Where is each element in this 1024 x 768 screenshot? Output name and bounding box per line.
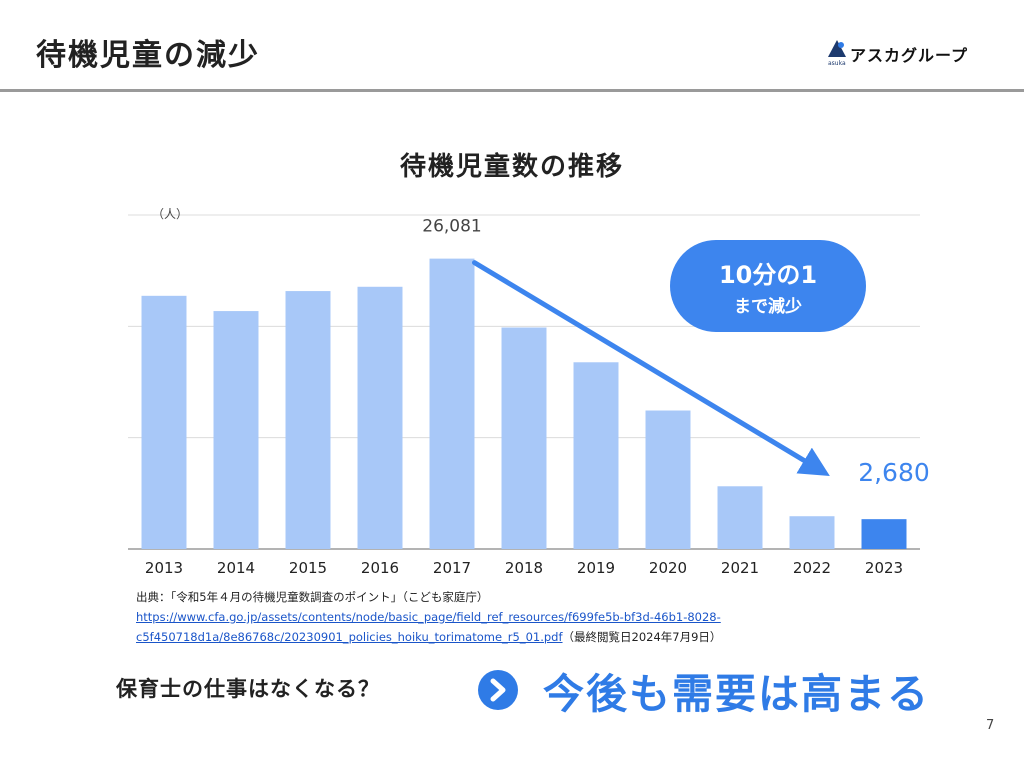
source-accessed-date: （最終閲覧日2024年7月9日） bbox=[562, 630, 722, 644]
bar-2015 bbox=[285, 291, 331, 549]
chart-title: 待機児童数の推移 bbox=[399, 152, 624, 182]
source-citation: 出典：「令和5年４月の待機児童数調査のポイント」（こども家庭庁） https:/… bbox=[136, 587, 721, 647]
trend-arrow bbox=[472, 260, 830, 476]
bar-2019 bbox=[573, 362, 619, 549]
annotation-bubble bbox=[670, 240, 866, 332]
x-tick-label-2020: 2020 bbox=[649, 559, 687, 577]
y-unit-label: （人） bbox=[152, 207, 188, 221]
bar-2021 bbox=[717, 486, 763, 549]
bar-2023 bbox=[861, 519, 907, 549]
logo-subtext: asuka bbox=[828, 60, 846, 67]
x-tick-label-2013: 2013 bbox=[145, 559, 183, 577]
annotation-line1: 10分の1 bbox=[719, 261, 817, 289]
bar-2018 bbox=[501, 327, 547, 549]
bar-2022 bbox=[789, 516, 835, 549]
bar-2017 bbox=[429, 258, 475, 549]
data-label-2023: 2,680 bbox=[858, 458, 930, 487]
x-tick-label-2022: 2022 bbox=[793, 559, 831, 577]
logo-text: アスカグループ bbox=[850, 46, 969, 65]
slide-title: 待機児童の減少 bbox=[36, 38, 260, 73]
bar-2014 bbox=[213, 311, 259, 549]
bar-2020 bbox=[645, 410, 691, 549]
header-divider bbox=[0, 89, 1024, 92]
x-tick-label-2019: 2019 bbox=[577, 559, 615, 577]
x-tick-label-2016: 2016 bbox=[361, 559, 399, 577]
page-number: 7 bbox=[986, 718, 995, 733]
chevron-right-icon bbox=[478, 670, 518, 710]
x-tick-label-2023: 2023 bbox=[865, 559, 903, 577]
x-tick-label-2018: 2018 bbox=[505, 559, 543, 577]
asuka-group-logo: アスカグループ asuka bbox=[826, 38, 969, 70]
bar-2016 bbox=[357, 286, 403, 549]
bottom-question: 保育士の仕事はなくなる？ bbox=[116, 677, 380, 701]
bottom-answer: 今後も需要は高まる bbox=[543, 670, 930, 718]
source-link-part2[interactable]: c5f450718d1a/8e86768c/20230901_policies_… bbox=[136, 630, 563, 644]
x-tick-label-2015: 2015 bbox=[289, 559, 327, 577]
data-label-2017: 26,081 bbox=[422, 217, 481, 237]
source-link-part1[interactable]: https://www.cfa.go.jp/assets/contents/no… bbox=[136, 610, 721, 624]
x-tick-label-2014: 2014 bbox=[217, 559, 255, 577]
bar-2013 bbox=[141, 295, 187, 549]
annotation-line2: まで減少 bbox=[734, 296, 802, 317]
asuka-logo-icon bbox=[828, 40, 846, 57]
x-tick-label-2017: 2017 bbox=[433, 559, 471, 577]
x-tick-label-2021: 2021 bbox=[721, 559, 759, 577]
source-line: 出典：「令和5年４月の待機児童数調査のポイント」（こども家庭庁） bbox=[136, 590, 489, 604]
